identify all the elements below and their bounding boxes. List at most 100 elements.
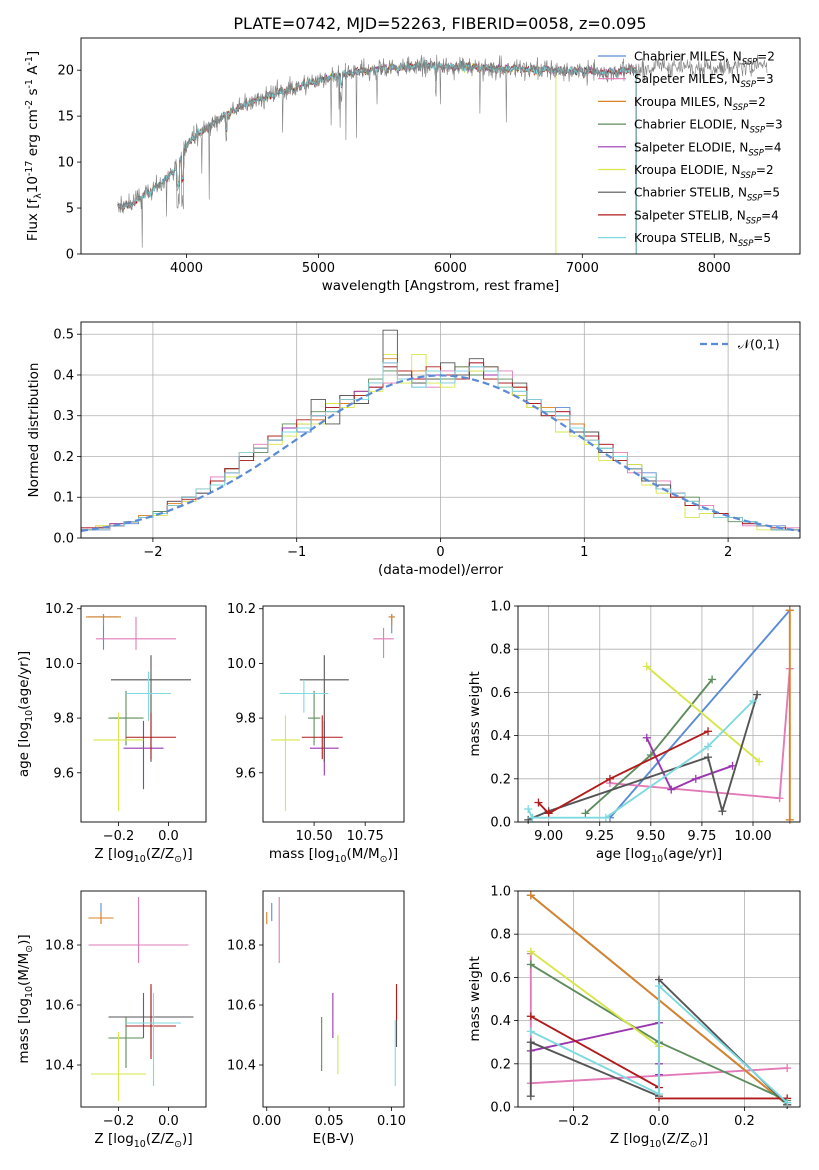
weight-marker — [581, 809, 590, 818]
y-tick-label: 9.8 — [53, 712, 74, 727]
weight-line — [645, 737, 733, 791]
errorbar-point — [108, 690, 144, 746]
weight_vs_Z-ylabel: mass weight — [467, 956, 483, 1041]
y-tick-label: 0.2 — [53, 450, 74, 465]
y-tick-label: 0.0 — [490, 816, 511, 831]
x-tick-label: −0.2 — [558, 1114, 590, 1129]
weight-marker — [691, 774, 700, 783]
y-tick-label: 9.8 — [235, 712, 256, 727]
age_vs_mass-xlabel: mass [log10(M/M⊙)] — [269, 846, 398, 865]
y-tick-label: 20 — [57, 64, 74, 79]
weight-marker — [755, 757, 764, 766]
legend-label: Chabrier MILES, NSSP=2 — [634, 50, 775, 67]
weight-marker — [704, 753, 713, 762]
legend-label: Salpeter MILES, NSSP=3 — [634, 72, 774, 89]
errorbar-point — [126, 671, 171, 721]
weight-marker — [544, 809, 553, 818]
weight-marker — [708, 675, 717, 684]
spectrum-ylabel: Flux [fλ10-17 erg cm-2 s-1 A-1] — [24, 51, 44, 241]
x-tick-label: 10.50 — [295, 829, 332, 844]
y-tick-label: 0.4 — [53, 368, 74, 383]
spectrum-axes: 4000 5000 6000 7000 8000 0 5 10 15 20 wavelength [… — [24, 51, 731, 294]
weight-marker — [534, 798, 543, 807]
x-tick-label: 9.00 — [534, 829, 563, 844]
weight-marker — [704, 742, 713, 751]
mass_vs_Z-ylabel: mass [log10(M/M⊙)] — [16, 934, 35, 1063]
legend-label: Chabrier ELODIE, NSSP=3 — [634, 118, 783, 135]
age_vs_Z-xlabel: Z [log10(Z/Z⊙)] — [94, 846, 192, 865]
x-tick-label: 9.75 — [687, 829, 716, 844]
errorbar-point — [373, 627, 394, 658]
weight-marker — [704, 727, 713, 736]
weight-marker — [785, 815, 794, 824]
y-tick-label: 0.8 — [490, 928, 511, 943]
weight-marker — [718, 807, 727, 816]
y-tick-label: 0.0 — [53, 532, 74, 547]
weight-marker — [783, 1064, 792, 1073]
x-tick-label: 7000 — [566, 261, 599, 276]
weight-marker — [642, 662, 651, 671]
y-tick-label: 0.5 — [53, 328, 74, 343]
weight-line — [530, 983, 788, 1104]
x-tick-label: 0.2 — [734, 1114, 755, 1129]
weight-marker — [526, 1012, 535, 1021]
weight_vs_Z-frame — [517, 890, 801, 1108]
x-tick-label: 9.25 — [585, 829, 614, 844]
weight_vs_age-xlabel: age [log10(age/yr)] — [596, 846, 722, 865]
legend-label: Kroupa MILES, NSSP=2 — [634, 95, 766, 112]
weight-marker — [526, 1092, 535, 1101]
weight-marker — [655, 982, 663, 991]
residuals-ylabel: Normed distribution — [26, 363, 42, 498]
residual-hist — [81, 362, 800, 538]
age_vs_mass-frame — [262, 605, 405, 823]
spectrum-xlabel: wavelength [Angstrom, rest frame] — [322, 278, 560, 294]
weight-marker — [642, 733, 651, 742]
weight-marker — [528, 813, 537, 822]
y-tick-label: 0.8 — [490, 643, 511, 658]
x-tick-label: 0.05 — [315, 1114, 344, 1129]
weight-line — [646, 665, 760, 763]
x-tick-label: 10.00 — [734, 829, 771, 844]
weight_vs_age-axes: 9.00 9.25 9.50 9.75 10.00 0.0 0.2 0.4 0.6 0.8 1.0 a… — [467, 600, 800, 865]
errorbar-point — [93, 712, 144, 812]
weight_vs_age-frame — [517, 605, 801, 823]
weight-marker — [524, 805, 533, 814]
weight-marker — [753, 690, 762, 699]
y-tick-label: 10.0 — [227, 657, 256, 672]
errorbar-point — [279, 679, 329, 713]
weight-marker — [524, 815, 533, 824]
mass_vs_Z-xlabel: Z [log10(Z/Z⊙)] — [94, 1131, 192, 1150]
x-tick-label: 4000 — [170, 261, 203, 276]
weight-marker — [783, 1098, 792, 1107]
residuals-frame — [80, 321, 801, 539]
y-tick-label: 10.8 — [45, 939, 74, 954]
weight-marker — [605, 774, 614, 783]
x-tick-label: 5000 — [302, 261, 335, 276]
y-tick-label: 10.2 — [227, 602, 256, 617]
mass_vs_EBV-xlabel: E(B-V) — [313, 1131, 355, 1147]
spectrum-frame — [80, 37, 801, 255]
x-tick-label: −0.2 — [103, 829, 135, 844]
mass_vs_EBV-axes: 0.00 0.05 0.10 10.4 10.6 10.8 E(B-V) — [227, 939, 406, 1148]
errorbar-point — [88, 912, 114, 924]
y-tick-label: 0 — [66, 248, 74, 263]
mass_vs_EBV-frame — [262, 890, 405, 1108]
y-tick-label: 10 — [57, 156, 74, 171]
errorbar-point — [91, 1032, 146, 1101]
x-tick-label: 0.0 — [158, 1114, 179, 1129]
weight_vs_Z-xlabel: Z [log10(Z/Z⊙)] — [610, 1131, 708, 1150]
x-tick-label: 0.00 — [252, 1114, 281, 1129]
x-tick-label: 0.10 — [377, 1114, 406, 1129]
y-tick-label: 1.0 — [490, 885, 511, 900]
y-tick-label: 10.2 — [45, 602, 74, 617]
y-tick-label: 10.4 — [45, 1059, 74, 1074]
residuals-xlabel: (data-model)/error — [378, 562, 504, 578]
y-tick-label: 9.6 — [235, 766, 256, 781]
y-tick-label: 0.6 — [490, 971, 511, 986]
errorbar-point — [307, 690, 321, 746]
weight-line — [609, 609, 791, 819]
errorbar-point — [96, 616, 176, 650]
errorbar-point — [108, 1017, 144, 1068]
weight-line — [537, 730, 709, 815]
